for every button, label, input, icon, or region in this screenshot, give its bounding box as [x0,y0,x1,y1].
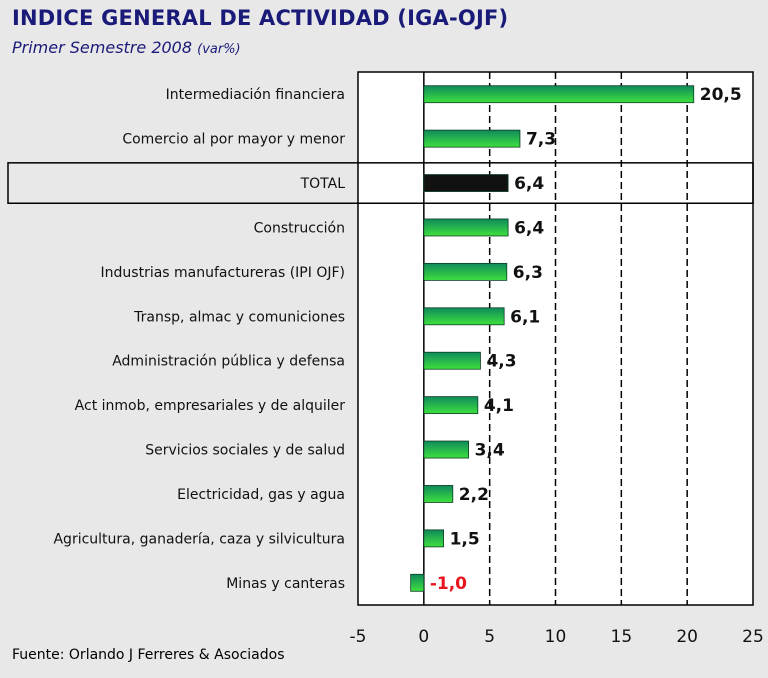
category-label: Comercio al por mayor y menor [122,132,345,148]
x-tick-label: 0 [418,627,429,647]
category-labels: Intermediación financiera Comercio al por… [53,87,345,592]
value-label: 1,5 [450,529,480,549]
bar [423,529,444,548]
bar [423,85,695,104]
bar [423,396,479,415]
x-tick-label: 5 [484,627,495,647]
value-label: 4,3 [486,352,516,372]
value-label: 3,4 [475,441,505,461]
bar [423,307,505,326]
x-tick-label: -5 [350,627,367,647]
bar [423,129,521,148]
bar-marks [7,85,754,592]
bar [423,262,508,281]
value-label: 4,1 [484,396,514,416]
value-labels: 20,5 7,3 6,4 6,4 6,3 6,1 4,3 4,1 3,4 2,2 1,5 -1,0 [430,85,742,594]
category-label: Construcción [254,220,345,236]
category-label: Electricidad, gas y agua [177,487,345,503]
category-label: Administración pública y defensa [112,354,345,370]
chart-title: INDICE GENERAL DE ACTIVIDAD (IGA-OJF) [12,6,509,30]
bar [423,351,481,370]
chart-subtitle: Primer Semestre 2008 (var%) [12,38,241,57]
source-note: Fuente: Orlando J Ferreres & Asociados [12,647,285,663]
bar [423,174,509,192]
bar [410,573,425,592]
x-tick-label: 10 [545,627,567,647]
value-label: 6,3 [513,263,543,283]
value-label: 6,4 [514,218,544,238]
subtitle-text: Primer Semestre 2008 [12,38,193,57]
bar [423,440,470,459]
category-label: Minas y canteras [226,576,345,592]
category-label: Act inmob, empresariales y de alquiler [75,398,346,414]
value-label: -1,0 [430,574,467,594]
category-label: Industrias manufactureras (IPI OJF) [101,265,345,281]
category-label: TOTAL [300,176,346,192]
category-label: Agricultura, ganadería, caza y silvicult… [53,531,345,547]
value-label: 6,1 [510,307,540,327]
value-label: 2,2 [459,485,489,505]
value-label: 20,5 [700,85,742,105]
subtitle-unit: (var%) [197,42,241,57]
x-tick-label: 25 [742,627,764,647]
x-axis-ticks: -5 0 5 10 15 20 25 [350,627,764,647]
x-tick-label: 15 [611,627,633,647]
category-label: Servicios sociales y de salud [145,443,345,459]
bar [423,218,509,237]
value-label: 7,3 [526,130,556,150]
gridlines [423,72,688,605]
value-label: 6,4 [514,174,544,194]
x-tick-label: 20 [676,627,698,647]
category-label: Intermediación financiera [166,87,345,103]
category-label: Transp, almac y comuniciones [133,309,345,325]
bar [423,485,454,503]
total-row-frame [7,162,754,204]
